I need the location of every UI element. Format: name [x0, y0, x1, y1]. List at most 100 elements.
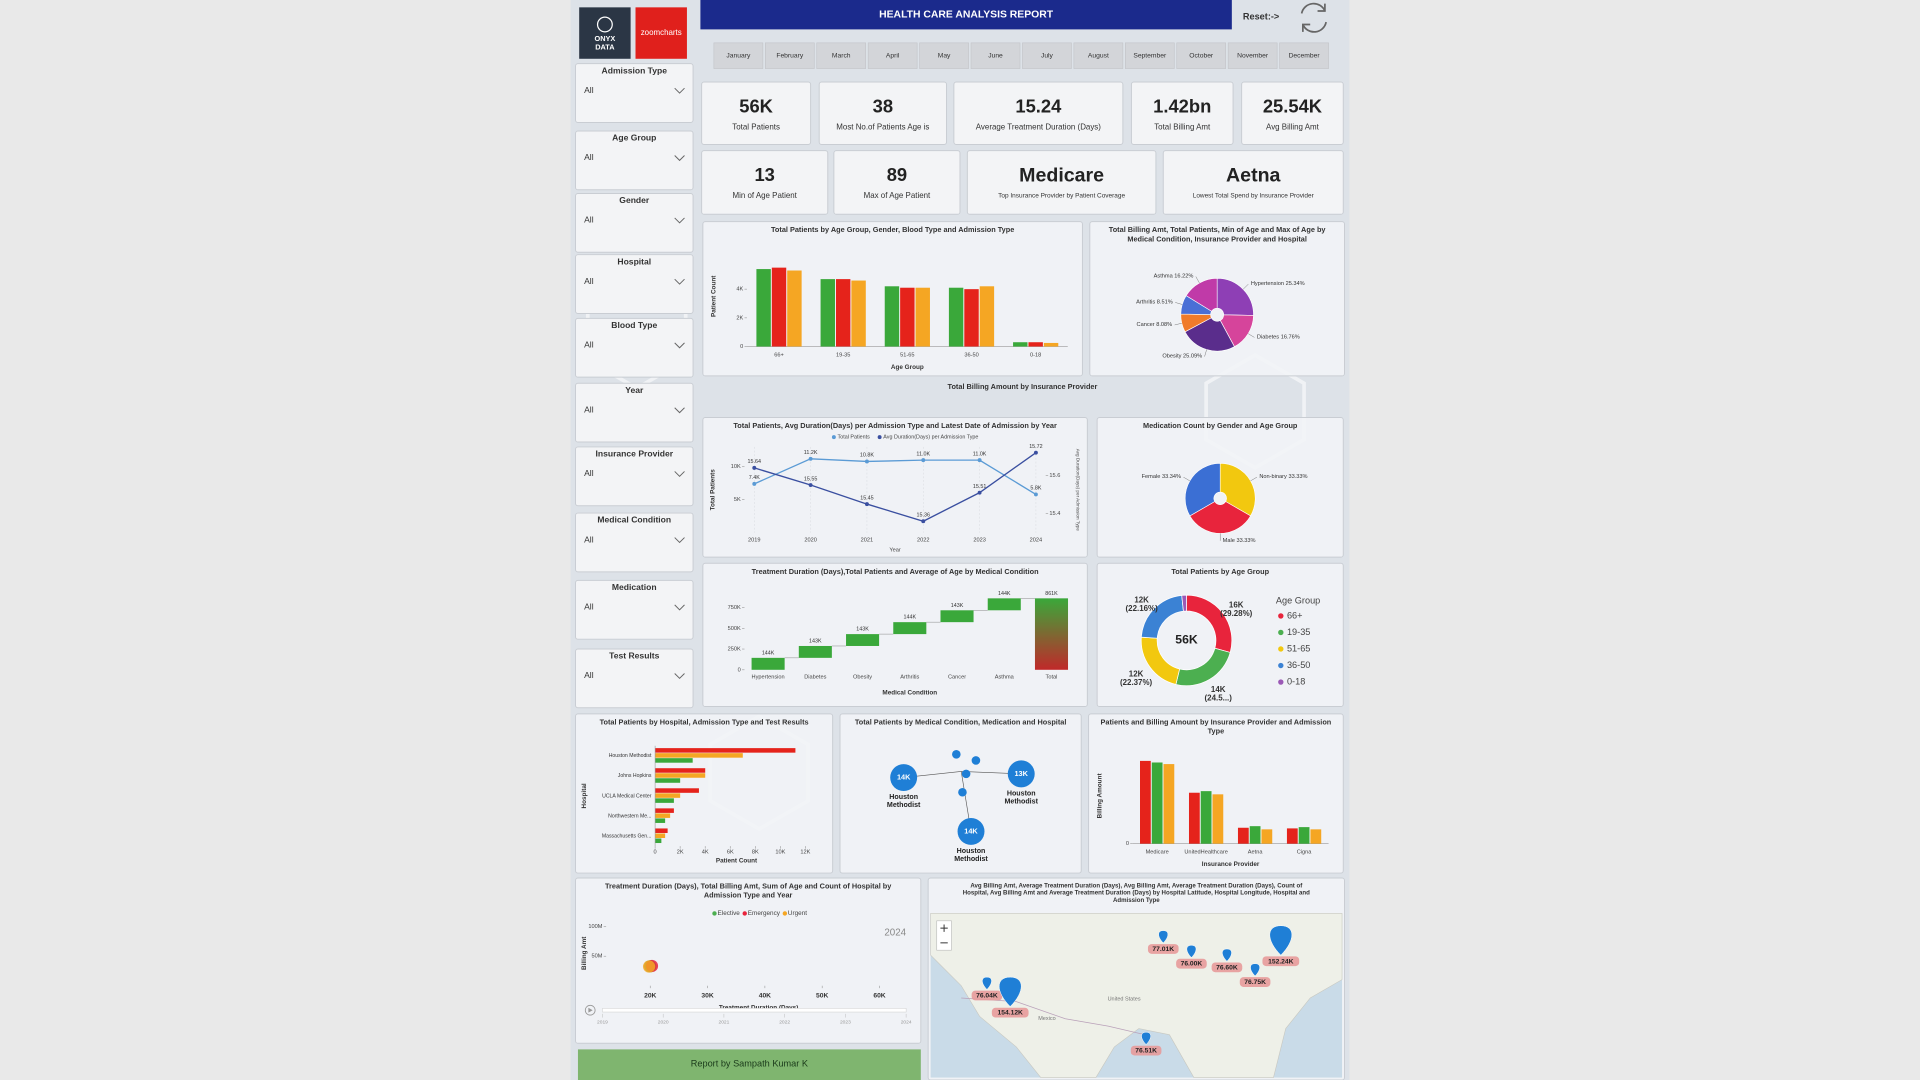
month-label[interactable]: April: [886, 52, 900, 59]
y-tick-label: 50M: [591, 954, 602, 960]
reset-button[interactable]: [1300, 2, 1327, 33]
slice-label: Male 33.33%: [1223, 538, 1256, 544]
bar: [1298, 827, 1310, 844]
bar: [979, 286, 995, 347]
legend-marker: [782, 911, 788, 916]
dropdown-chevron[interactable]: [674, 155, 685, 162]
month-button[interactable]: [867, 42, 918, 69]
filter-value[interactable]: All: [584, 534, 594, 544]
month-label[interactable]: November: [1237, 52, 1269, 59]
waterfall-bar: [940, 610, 974, 623]
play-slider[interactable]: [602, 1008, 907, 1013]
dropdown-chevron[interactable]: [674, 604, 685, 611]
map-pin[interactable]: [1222, 948, 1232, 962]
month-button[interactable]: [1227, 42, 1278, 69]
month-label[interactable]: February: [776, 52, 804, 59]
data-label: 16K (29.28%): [1220, 601, 1253, 619]
month-button[interactable]: [1022, 42, 1072, 69]
bar: [787, 270, 802, 347]
zoom-in[interactable]: [940, 924, 948, 932]
month-label[interactable]: December: [1289, 52, 1321, 59]
play-button[interactable]: [584, 1004, 596, 1016]
tree-node[interactable]: [890, 764, 918, 792]
filter-value[interactable]: All: [584, 602, 594, 612]
dropdown-chevron[interactable]: [674, 87, 685, 94]
y-tick-label: 500K: [728, 626, 741, 632]
bar: [1151, 762, 1163, 844]
dropdown-chevron[interactable]: [674, 217, 685, 224]
slice-category: Arthritis: [1136, 300, 1155, 306]
bar: [655, 793, 681, 798]
x-tick-label: 40K: [759, 992, 771, 999]
bar: [964, 289, 979, 347]
slice-value: 8.51%: [1157, 300, 1173, 306]
month-label[interactable]: August: [1088, 52, 1109, 59]
bar: [851, 280, 866, 347]
filter-label: Blood Type: [611, 320, 657, 330]
month-button[interactable]: [1073, 42, 1124, 69]
map-pin[interactable]: [1158, 930, 1169, 944]
filter-value[interactable]: All: [584, 276, 594, 286]
kpi-label: Most No.of Patients Age is: [836, 122, 929, 131]
map-pin[interactable]: [982, 976, 992, 990]
map-pin[interactable]: [1269, 925, 1293, 956]
data-label: 15.36: [917, 513, 930, 519]
legend-title: Age Group: [1276, 596, 1320, 606]
text-line: 12K: [1129, 669, 1144, 678]
filter-value[interactable]: All: [584, 340, 594, 350]
map-pin[interactable]: [1250, 963, 1260, 977]
map-pin[interactable]: [998, 976, 1022, 1007]
text-line: Medication Count by Gender and Age Group: [1143, 421, 1298, 430]
filter-value[interactable]: All: [584, 215, 594, 225]
filter-value[interactable]: All: [584, 670, 594, 680]
month-label[interactable]: March: [832, 52, 851, 59]
text-line: (29.28%): [1220, 609, 1253, 618]
map-label-bg: [1262, 956, 1300, 967]
month-button[interactable]: [919, 42, 969, 69]
tree-node[interactable]: [1007, 760, 1035, 788]
month-label[interactable]: September: [1133, 52, 1167, 59]
reset-label[interactable]: Reset:->: [1243, 12, 1279, 22]
map-pin[interactable]: [1186, 945, 1197, 958]
text-line: Methodist: [1004, 797, 1038, 805]
filter-card: [575, 317, 694, 378]
axis-title: Age Group: [891, 364, 924, 371]
dropdown-chevron[interactable]: [674, 673, 685, 680]
bar: [655, 838, 662, 844]
dropdown-chevron[interactable]: [674, 278, 685, 285]
map-pin[interactable]: [1141, 1031, 1151, 1045]
text-line: Treatment Duration (Days), Total Billing…: [605, 881, 892, 890]
filter-value[interactable]: All: [584, 404, 594, 414]
axis-title: Patient Count: [711, 275, 718, 317]
filter-label: Hospital: [617, 256, 651, 266]
slice-category: Female: [1142, 475, 1161, 481]
title-bar: [700, 0, 1232, 30]
filter-value[interactable]: All: [584, 152, 594, 162]
play-icon[interactable]: [588, 1007, 593, 1013]
play-year-label: 2019: [597, 1020, 608, 1026]
dropdown-chevron[interactable]: [674, 471, 685, 478]
panel: [575, 877, 922, 1044]
map-place-label: United States: [1108, 997, 1141, 1003]
month-button[interactable]: [765, 42, 815, 69]
month-button[interactable]: [713, 42, 764, 69]
month-label[interactable]: June: [988, 52, 1003, 59]
month-label[interactable]: May: [938, 52, 951, 59]
filter-card: [575, 382, 694, 443]
dropdown-chevron[interactable]: [674, 537, 685, 544]
play-year-label: 2021: [718, 1020, 729, 1026]
filter-value[interactable]: All: [584, 85, 594, 95]
month-button[interactable]: [1176, 42, 1227, 69]
dropdown-chevron[interactable]: [674, 407, 685, 414]
dropdown-chevron[interactable]: [674, 342, 685, 349]
month-label[interactable]: July: [1041, 52, 1054, 59]
month-label[interactable]: January: [726, 52, 751, 59]
month-button[interactable]: [816, 42, 867, 69]
text-line: Methodist: [887, 801, 921, 809]
tree-node[interactable]: [957, 817, 985, 845]
month-button[interactable]: [970, 42, 1021, 69]
filter-value[interactable]: All: [584, 468, 594, 478]
month-label[interactable]: October: [1189, 52, 1214, 59]
month-button[interactable]: [1125, 42, 1175, 69]
month-button[interactable]: [1279, 42, 1329, 69]
